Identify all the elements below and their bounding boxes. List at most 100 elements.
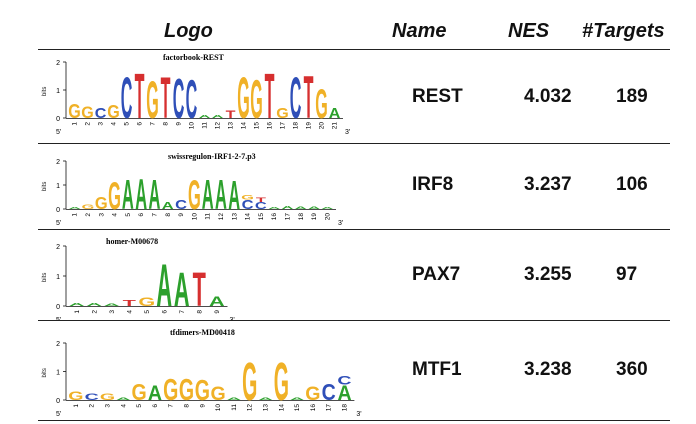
position-tick-label: 1 [74, 310, 81, 314]
logo-letter-c: C [85, 392, 99, 403]
position-tick-label: 11 [231, 404, 238, 411]
position-tick-label: 5 [136, 404, 143, 408]
position-tick-label: 6 [152, 404, 159, 408]
position-tick-label: 8 [165, 213, 172, 217]
targets-value: 97 [616, 264, 638, 285]
five-prime-label: 5' [56, 220, 61, 227]
logo-letter-a: A [308, 206, 320, 210]
nes-column-header: NES [508, 20, 550, 42]
position-tick-label: 2 [89, 404, 96, 408]
sequence-logo-pax7: homer-M00678bits0125'3'123456789AAATGAAT… [42, 237, 235, 320]
logo-letter-a: A [199, 114, 211, 119]
table-row-irf8: swissregulon-IRF1-2-7.p3 bits 0 1 2 5' 3' 1 2 3 4 5… [38, 144, 670, 229]
y-tick-label: 0 [56, 398, 60, 405]
logo-letter-a: A [268, 207, 281, 210]
y-tick-label: 2 [56, 159, 60, 166]
position-tick-label: 7 [179, 310, 186, 314]
logo-letter-g: G [146, 72, 159, 130]
logo-letter-a: A [202, 171, 214, 218]
position-tick-label: 6 [161, 310, 168, 314]
three-prime-label: 3' [338, 220, 343, 227]
motif-name: REST [412, 86, 463, 107]
three-prime-label: 3' [230, 317, 235, 320]
logo-letter-t: T [226, 107, 236, 120]
position-tick-label: 12 [215, 122, 222, 130]
y-tick-label: 2 [56, 244, 60, 251]
five-prime-label: 5' [56, 129, 61, 136]
logo-letter-c: C [337, 374, 352, 387]
logo-letter-g: G [100, 392, 115, 403]
logo-letter-t: T [193, 262, 206, 316]
logo-letter-g: G [179, 374, 194, 407]
position-tick-label: 4 [120, 404, 127, 408]
position-tick-label: 2 [85, 122, 92, 126]
position-tick-label: 7 [151, 213, 158, 217]
position-tick-label: 3 [109, 310, 116, 314]
nes-value: 4.032 [524, 86, 572, 107]
logo-letter-t: T [123, 299, 136, 308]
position-tick-label: 14 [245, 213, 252, 221]
y-tick-label: 2 [56, 60, 60, 67]
y-tick-label: 0 [56, 304, 60, 311]
position-tick-label: 6 [138, 213, 145, 217]
position-tick-label: 4 [112, 213, 119, 217]
position-tick-label: 21 [332, 122, 339, 130]
targets-column-header: #Targets [582, 20, 665, 42]
y-tick-label: 0 [56, 116, 60, 123]
row-rule-4 [38, 420, 670, 421]
position-tick-label: 5 [144, 310, 151, 314]
logo-letter-a: A [148, 382, 162, 405]
table-row-rest: factorbook-REST bits 0 1 2 5' 3' 1 2 3 4 5 6 7 8 9 10 11 1… [38, 50, 670, 143]
logo-letter-a: A [162, 200, 174, 211]
logo-letter-a: A [122, 171, 134, 218]
motif-name: IRF8 [412, 174, 454, 195]
position-tick-label: 18 [298, 213, 305, 221]
position-tick-label: 18 [293, 122, 300, 130]
position-tick-label: 8 [184, 404, 191, 408]
position-tick-label: 2 [85, 213, 92, 217]
position-tick-label: 1 [72, 213, 79, 217]
logo-letter-c: C [290, 66, 302, 131]
row-rule-1 [38, 143, 670, 144]
logo-letter-a: A [282, 205, 294, 211]
logo-letter-g: G [305, 383, 320, 405]
position-tick-label: 4 [126, 310, 133, 314]
position-tick-label: 15 [254, 122, 261, 130]
targets-value: 189 [616, 86, 648, 107]
logo-letter-a: A [104, 303, 120, 307]
position-tick-label: 19 [306, 122, 313, 130]
position-tick-label: 13 [263, 404, 270, 412]
motif-id-label: tfdimers-MD00418 [170, 328, 235, 337]
logo-letter-g: G [237, 66, 250, 131]
name-column-header: Name [392, 20, 447, 42]
position-tick-label: 15 [294, 404, 301, 412]
position-tick-label: 9 [176, 122, 183, 126]
logo-letter-a: A [228, 172, 240, 218]
logo-letter-t: T [161, 66, 171, 131]
logo-letter-a: A [215, 171, 227, 218]
logo-letter-g: G [107, 101, 120, 123]
y-tick-label: 1 [56, 88, 60, 95]
logo-letter-a: A [86, 302, 102, 307]
y-axis-label: bits [42, 87, 48, 96]
five-prime-label: 5' [56, 411, 61, 418]
logo-letter-g: G [68, 390, 83, 403]
logo-letter-a: A [174, 262, 190, 316]
motif-id-label: homer-M00678 [106, 237, 158, 246]
logo-letter-a: A [290, 396, 304, 400]
position-tick-label: 9 [178, 213, 185, 217]
logo-letter-a: A [258, 396, 272, 400]
position-tick-label: 9 [214, 310, 221, 314]
logo-letter-c: C [121, 66, 133, 131]
y-tick-label: 1 [56, 370, 60, 377]
position-tick-label: 14 [278, 404, 285, 412]
logo-letter-g: G [315, 81, 328, 127]
position-tick-label: 10 [215, 404, 222, 412]
position-tick-label: 19 [311, 213, 318, 221]
row-rule-2 [38, 229, 670, 230]
logo-letter-a: A [135, 169, 147, 218]
position-tick-label: 16 [271, 213, 278, 221]
